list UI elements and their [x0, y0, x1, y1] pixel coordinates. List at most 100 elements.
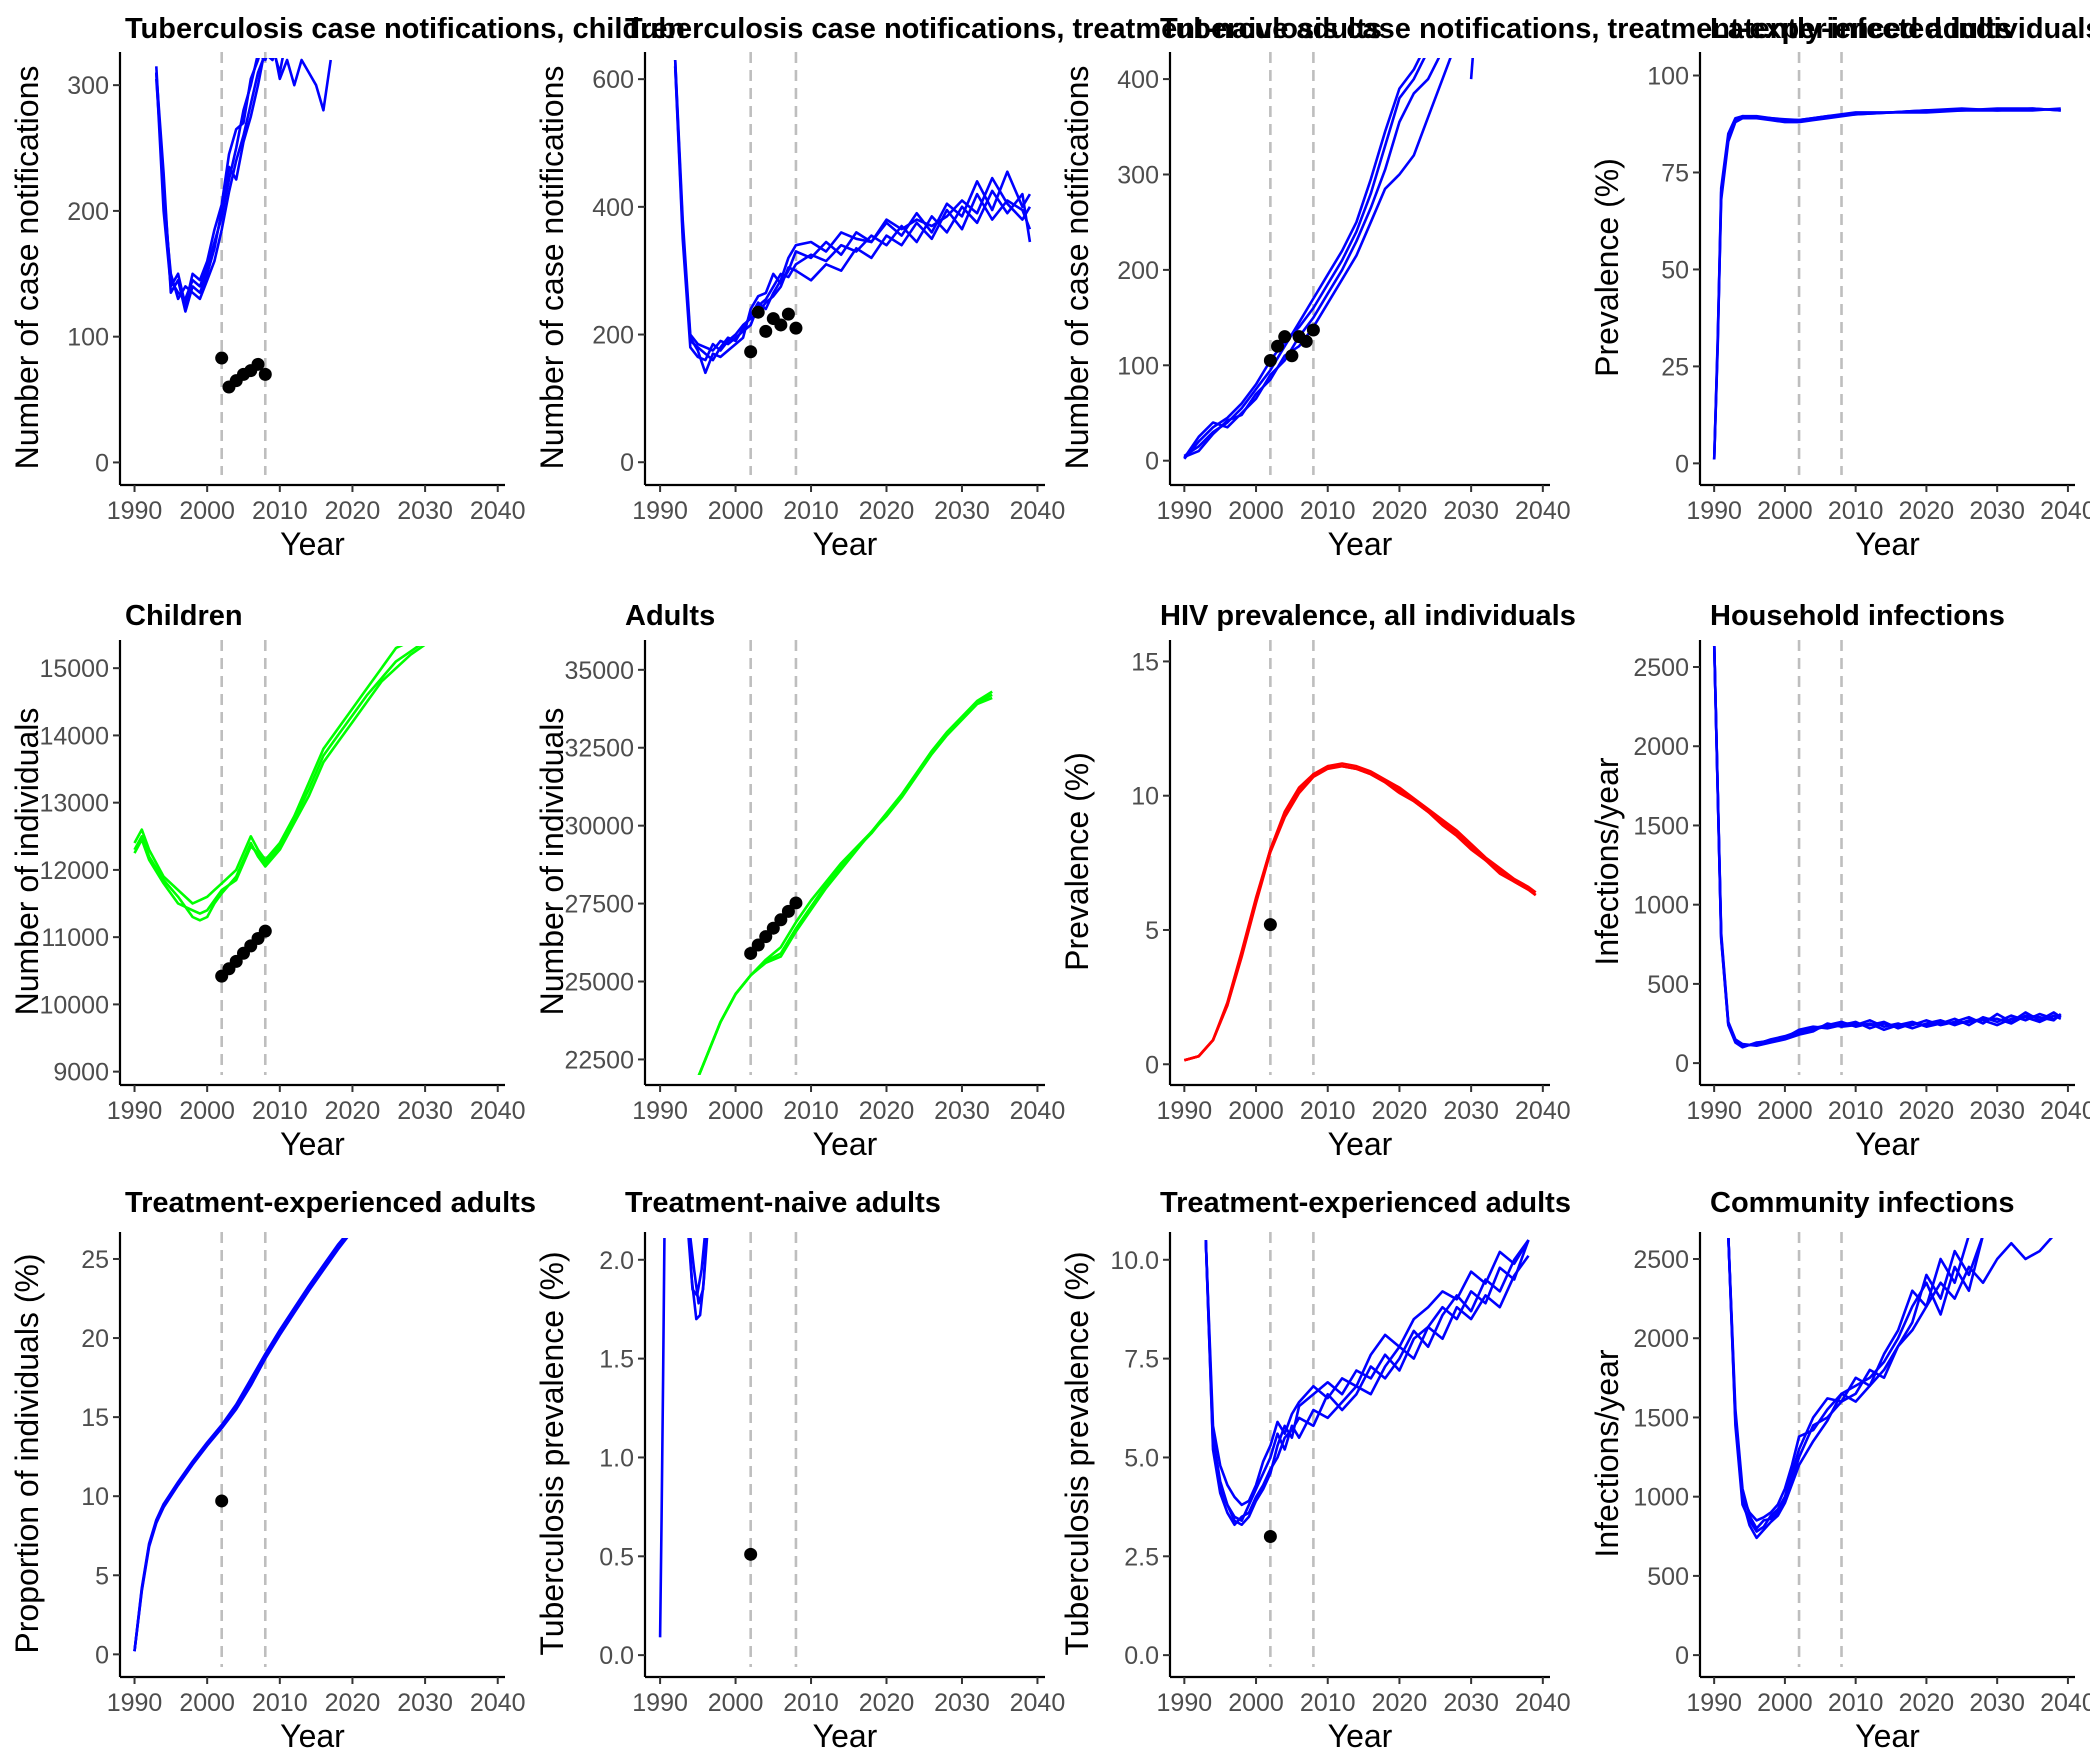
x-tick-label: 2040: [1010, 1097, 1066, 1125]
observed-point: [1299, 334, 1313, 348]
y-axis-label: Infections/year: [1589, 757, 1625, 965]
series-line-3: [1204, 1239, 1530, 1507]
series-line-1: [1183, 58, 1426, 460]
y-tick-label: 5: [1145, 917, 1159, 945]
y-tick-label: 10000: [39, 991, 109, 1019]
x-tick-label: 2030: [934, 497, 990, 525]
y-tick-label: 600: [592, 66, 634, 94]
panel-title: Tuberculosis case notifications, treatme…: [625, 13, 1382, 45]
x-tick-label: 1990: [1157, 1689, 1213, 1717]
y-tick-label: 0: [95, 449, 109, 477]
panel-6: Adults 22500 25000 27500 30000 32500 35000 1990…: [534, 600, 1065, 1162]
series-line-3: [133, 1238, 348, 1652]
y-tick-label: 32500: [564, 735, 634, 763]
panel-9: Treatment-experienced adults 0 5 10 15 20 25 19…: [9, 1187, 536, 1754]
series-line-4: [1204, 1239, 1530, 1526]
panel-4: Latently-infected individuals 0 25 50 75 100 1…: [1589, 13, 2090, 562]
y-tick-label: 1000: [1633, 892, 1689, 920]
x-tick-label: 2020: [1372, 1689, 1428, 1717]
series-line-3: [1183, 764, 1537, 1062]
x-tick-label: 2010: [1300, 1689, 1356, 1717]
x-tick-label: 2040: [2040, 497, 2090, 525]
y-tick-label: 14000: [39, 722, 109, 750]
x-tick-label: 1990: [107, 1689, 163, 1717]
x-axis-label: Year: [1328, 1126, 1393, 1162]
x-tick-label: 2030: [1443, 1097, 1499, 1125]
y-tick-label: 7.5: [1124, 1346, 1159, 1374]
y-tick-label: 0: [1145, 1051, 1159, 1079]
x-tick-label: 2040: [470, 1689, 526, 1717]
x-tick-label: 2040: [1515, 1689, 1571, 1717]
x-tick-label: 1990: [632, 1689, 688, 1717]
y-tick-label: 0: [1675, 1642, 1689, 1670]
y-tick-label: 2500: [1633, 1246, 1689, 1274]
x-tick-label: 2020: [1899, 1097, 1955, 1125]
y-axis-label: Number of individuals: [9, 708, 45, 1016]
y-axis-label: Number of case notifications: [534, 66, 570, 470]
x-tick-label: 2020: [325, 1689, 381, 1717]
panel-title: Adults: [625, 600, 715, 632]
x-axis-label: Year: [1855, 1126, 1920, 1162]
x-axis-label: Year: [280, 526, 345, 562]
observed-point: [744, 345, 758, 359]
x-tick-label: 2040: [1010, 1689, 1066, 1717]
observed-point: [774, 318, 788, 332]
series-line-2: [1183, 762, 1537, 1062]
series-line-2: [1183, 58, 1422, 457]
x-tick-label: 2000: [708, 497, 764, 525]
y-tick-label: 15000: [39, 655, 109, 683]
observed-point: [215, 1494, 229, 1508]
x-tick-label: 2000: [1228, 497, 1284, 525]
series-line-1: [1712, 646, 2062, 1047]
x-axis-label: Year: [1328, 526, 1393, 562]
panel-title: Latently-infected individuals: [1710, 13, 2090, 45]
series-line-4: [1712, 646, 2062, 1048]
x-tick-label: 2040: [1010, 497, 1066, 525]
panel-title: Children: [125, 600, 243, 632]
panel-title: Tuberculosis case notifications, treatme…: [1160, 13, 2012, 45]
observed-point: [1285, 349, 1299, 363]
y-axis-label: Prevalence (%): [1589, 158, 1625, 377]
series-line-1: [1727, 1238, 1984, 1522]
series-line-3: [673, 66, 1032, 362]
observed-point: [1278, 330, 1292, 344]
series-line-1: [133, 1238, 349, 1652]
observed-point: [751, 938, 765, 952]
y-tick-label: 200: [592, 322, 634, 350]
x-tick-label: 2000: [179, 1097, 235, 1125]
x-tick-label: 2040: [1515, 1097, 1571, 1125]
y-tick-label: 0: [1675, 450, 1689, 478]
y-tick-label: 1500: [1633, 812, 1689, 840]
series-line-3: [1727, 1238, 1984, 1530]
x-tick-label: 2040: [2040, 1097, 2090, 1125]
x-tick-label: 2030: [934, 1689, 990, 1717]
x-tick-label: 2010: [783, 497, 839, 525]
x-tick-label: 2030: [397, 1689, 453, 1717]
y-tick-label: 25: [1661, 353, 1689, 381]
series-line-1: [1204, 1239, 1530, 1522]
y-tick-label: 100: [1117, 352, 1159, 380]
x-tick-label: 2010: [1828, 1097, 1884, 1125]
series-line-2: [133, 1238, 346, 1652]
y-tick-label: 2500: [1633, 654, 1689, 682]
x-tick-label: 2010: [252, 497, 308, 525]
x-tick-label: 1990: [1686, 1689, 1742, 1717]
x-tick-label: 1990: [107, 497, 163, 525]
y-axis-label: Tuberculosis prevalence (%): [534, 1251, 570, 1655]
x-tick-label: 2030: [1443, 1689, 1499, 1717]
y-tick-label: 100: [67, 324, 109, 352]
x-tick-label: 2030: [397, 497, 453, 525]
x-axis-label: Year: [813, 526, 878, 562]
y-tick-label: 10: [81, 1483, 109, 1511]
panel-title: Treatment-experienced adults: [125, 1187, 536, 1219]
series-line-4: [673, 66, 1032, 362]
y-tick-label: 2.0: [599, 1247, 634, 1275]
y-tick-label: 1.5: [599, 1346, 634, 1374]
y-tick-label: 200: [67, 198, 109, 226]
observed-point: [789, 321, 803, 335]
x-tick-label: 2010: [252, 1097, 308, 1125]
x-tick-label: 2040: [470, 1097, 526, 1125]
x-tick-label: 2040: [470, 497, 526, 525]
y-tick-label: 13000: [39, 790, 109, 818]
panel-7: HIV prevalence, all individuals 0 5 10 15 199…: [1059, 600, 1576, 1162]
